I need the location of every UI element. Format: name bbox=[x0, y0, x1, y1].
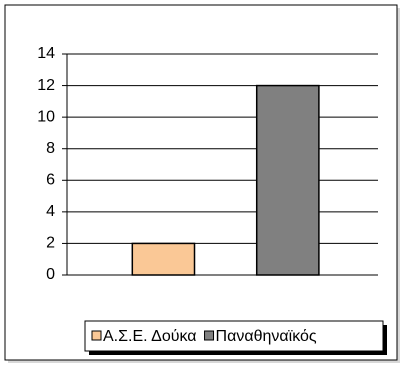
legend-label: Α.Σ.Ε. Δούκα bbox=[103, 328, 197, 345]
y-tick-label: 12 bbox=[37, 77, 55, 94]
y-tick-label: 8 bbox=[46, 140, 55, 157]
y-tick-label: 6 bbox=[46, 172, 55, 189]
legend-swatch bbox=[204, 330, 215, 341]
y-tick-label: 10 bbox=[37, 108, 55, 125]
y-tick-label: 14 bbox=[37, 45, 55, 62]
y-tick-label: 0 bbox=[46, 266, 55, 283]
bar bbox=[131, 242, 196, 276]
y-tick-label: 2 bbox=[46, 235, 55, 252]
legend-box bbox=[84, 320, 384, 352]
bar bbox=[255, 84, 320, 276]
y-tick-label: 4 bbox=[46, 203, 55, 220]
legend-label: Παναθηναϊκός bbox=[216, 328, 317, 345]
legend: Α.Σ.Ε. Δούκα Παναθηναϊκός bbox=[91, 328, 317, 345]
legend-swatch bbox=[91, 330, 102, 341]
frame bbox=[4, 4, 398, 361]
